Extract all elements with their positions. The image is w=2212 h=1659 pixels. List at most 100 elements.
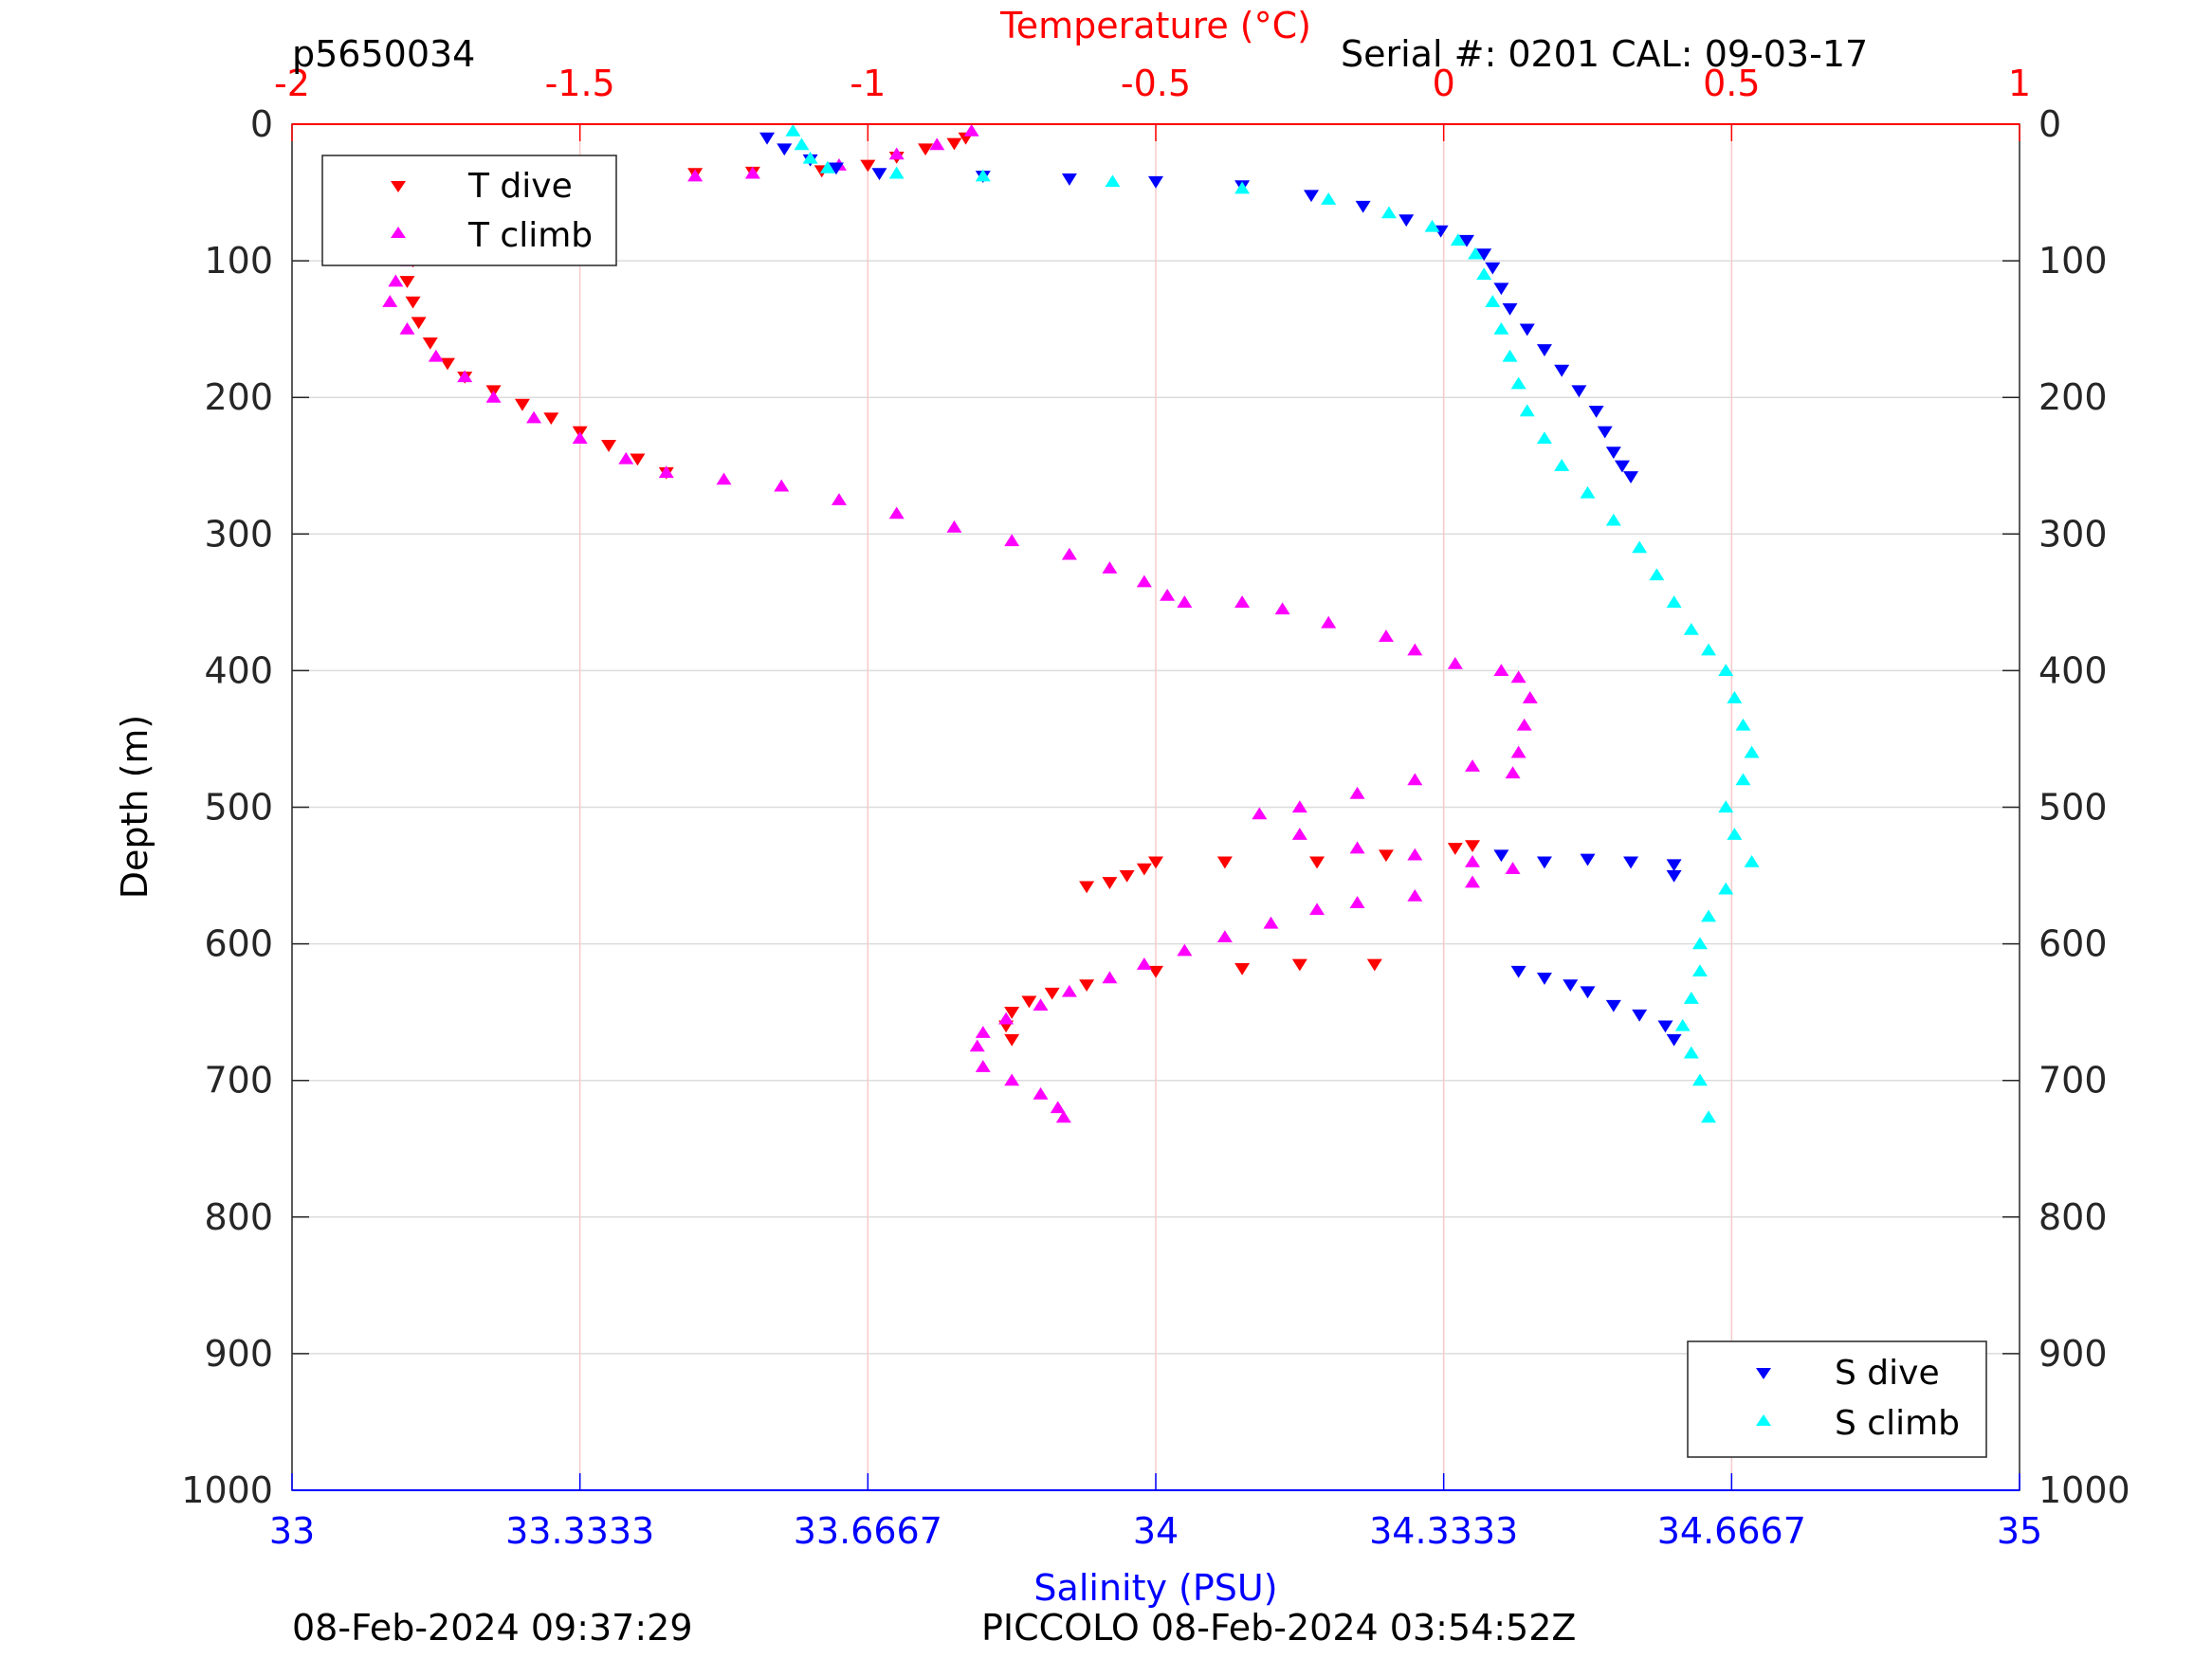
data-point [716, 472, 732, 485]
salinity-tick-label: 35 [1997, 1510, 2042, 1552]
data-point [1407, 643, 1423, 656]
data-point [485, 391, 502, 403]
data-point [1691, 1073, 1708, 1086]
data-point [1571, 385, 1587, 398]
data-point [1349, 896, 1365, 908]
data-point [1321, 615, 1337, 629]
temperature-tick-label: -1 [850, 63, 886, 104]
data-point [1079, 979, 1095, 993]
data-point [1666, 869, 1682, 883]
data-point [888, 506, 905, 520]
data-point [1605, 447, 1621, 460]
data-point [1536, 344, 1552, 356]
data-point [1366, 958, 1382, 972]
data-point [888, 147, 905, 160]
data-point [1349, 786, 1365, 799]
depth-tick-label: 100 [204, 240, 273, 282]
salinity-tick-label: 34.3333 [1369, 1510, 1518, 1552]
data-point [1033, 1086, 1049, 1100]
data-point [1691, 937, 1708, 950]
data-point [1657, 1020, 1673, 1033]
data-point [618, 451, 634, 465]
depth-tick-label-right: 400 [2038, 649, 2108, 691]
legend-salinity-box [1687, 1340, 1987, 1458]
data-point [1718, 800, 1734, 813]
data-point [1309, 902, 1325, 916]
data-point [1252, 807, 1268, 820]
data-point [601, 440, 617, 452]
data-point [1061, 984, 1077, 997]
data-point [1510, 965, 1526, 978]
legend-s-dive-marker [1756, 1368, 1771, 1379]
data-point [1136, 574, 1152, 588]
depth-tick-label: 500 [204, 787, 273, 829]
data-point [1605, 513, 1621, 526]
legend-temperature: T dive T climb [321, 155, 617, 266]
serial-cal-info: Serial #: 0201 CAL: 09-03-17 [1341, 33, 1868, 75]
data-point [918, 143, 934, 156]
data-point [1465, 840, 1481, 853]
data-point [1234, 962, 1251, 975]
data-point [1563, 979, 1579, 993]
data-point [405, 296, 421, 309]
data-point [1044, 987, 1060, 1000]
depth-axis-label: Depth (m) [114, 715, 155, 900]
data-point [422, 337, 438, 350]
data-point [1407, 888, 1423, 902]
depth-tick-label: 700 [204, 1060, 273, 1102]
data-point [1407, 848, 1423, 861]
depth-tick-label: 600 [204, 923, 273, 965]
depth-tick-label: 200 [204, 376, 273, 418]
temperature-tick-label: 0 [1433, 63, 1455, 104]
series-t-climb [382, 124, 1538, 1123]
salinity-tick-label: 33 [269, 1510, 315, 1552]
data-point [1701, 643, 1717, 656]
legend-salinity: S dive S climb [1687, 1340, 1987, 1458]
data-point [1597, 426, 1613, 439]
temperature-tick-label: -2 [274, 63, 310, 104]
data-point [1424, 219, 1440, 232]
data-point [1378, 629, 1394, 642]
data-point [1727, 828, 1743, 840]
data-point [1004, 1033, 1020, 1047]
data-point [457, 370, 473, 383]
data-point [929, 137, 945, 151]
data-point [1309, 856, 1325, 869]
data-point [828, 162, 844, 175]
data-point [1061, 173, 1077, 186]
data-point [1727, 691, 1743, 703]
temperature-tick-label: -1.5 [545, 63, 615, 104]
grid-lines [292, 124, 2020, 1490]
data-point [1510, 376, 1526, 390]
data-point [794, 137, 810, 151]
data-point [1263, 916, 1279, 929]
data-point [1447, 843, 1463, 855]
depth-tick-label-right: 800 [2038, 1196, 2108, 1238]
data-point [1485, 295, 1501, 307]
data-point [975, 169, 991, 182]
data-point [1605, 999, 1621, 1012]
salinity-axis-label: Salinity (PSU) [1033, 1567, 1277, 1609]
data-point [1050, 1101, 1066, 1114]
data-point [1554, 459, 1570, 471]
data-point [1485, 262, 1501, 275]
data-point [1465, 759, 1481, 772]
data-point [1735, 773, 1751, 786]
legend-temperature-box [321, 155, 617, 266]
legend-s-dive-label: S dive [1835, 1354, 1940, 1393]
depth-tick-label-right: 600 [2038, 923, 2108, 965]
data-point [1493, 283, 1509, 296]
data-point [1580, 485, 1596, 499]
data-point [1493, 849, 1509, 863]
data-point [1522, 691, 1538, 703]
data-point [777, 143, 793, 156]
data-point [1683, 1046, 1699, 1059]
depth-tick-label: 1000 [181, 1469, 273, 1511]
data-point [514, 398, 530, 411]
data-point [1148, 175, 1163, 189]
data-point [1623, 471, 1639, 483]
data-point [1701, 909, 1717, 922]
data-point [382, 295, 398, 307]
data-point [744, 166, 760, 179]
data-point [1536, 973, 1552, 985]
